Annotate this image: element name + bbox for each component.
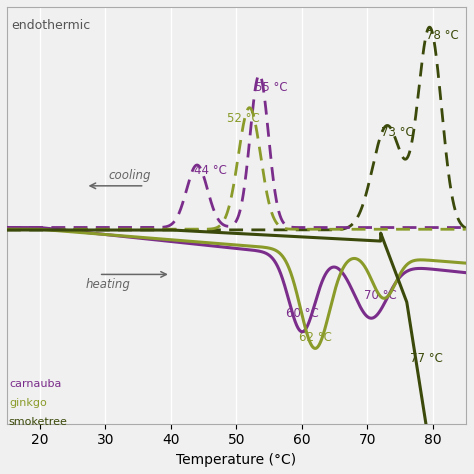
Text: 44 °C: 44 °C: [194, 164, 227, 177]
Text: 55 °C: 55 °C: [255, 81, 287, 94]
Text: smoketree: smoketree: [9, 417, 68, 427]
Text: 78 °C: 78 °C: [427, 29, 459, 42]
Text: heating: heating: [86, 278, 130, 291]
Text: 60 °C: 60 °C: [285, 307, 318, 319]
Text: 73 °C: 73 °C: [381, 126, 413, 139]
Text: ginkgo: ginkgo: [9, 398, 46, 408]
Text: 70 °C: 70 °C: [364, 289, 397, 302]
Text: 52 °C: 52 °C: [227, 112, 259, 125]
Text: 62 °C: 62 °C: [299, 331, 331, 344]
Text: carnauba: carnauba: [9, 379, 61, 389]
X-axis label: Temperature (°C): Temperature (°C): [176, 453, 296, 467]
Text: 77 °C: 77 °C: [410, 352, 443, 365]
Text: cooling: cooling: [109, 169, 151, 182]
Text: endothermic: endothermic: [11, 19, 91, 32]
